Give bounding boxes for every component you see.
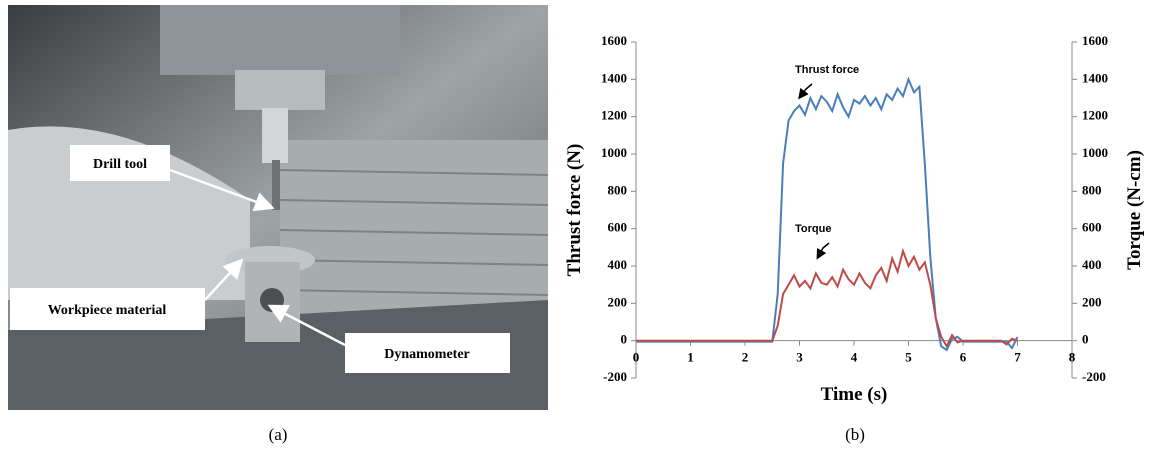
photo-label: Workpiece material: [48, 303, 167, 318]
x-tick-label: 7: [1014, 350, 1021, 365]
caption: (b): [845, 425, 865, 444]
y-tick-label: 1600: [601, 33, 627, 48]
y2-tick-label: 1400: [1082, 70, 1108, 85]
data-line: [636, 76, 1019, 352]
y-tick-label: 200: [608, 294, 628, 309]
y-tick-label: 1000: [601, 145, 627, 160]
y2-tick-label: 1600: [1082, 33, 1108, 48]
x-axis-title: Time (s): [821, 384, 888, 405]
y-tick-label: 600: [608, 220, 628, 235]
y-tick-label: 400: [608, 257, 628, 272]
x-tick-label: 6: [960, 350, 967, 365]
y-tick-label: 1200: [601, 108, 627, 123]
y-tick-label: 0: [621, 332, 628, 347]
x-tick-label: 2: [742, 350, 749, 365]
x-tick-label: 1: [687, 350, 694, 365]
data-line: [636, 247, 1018, 349]
y-tick-label: -200: [603, 369, 627, 384]
y-axis-title: Thrust force (N): [564, 144, 585, 277]
y2-axis-title: Torque (N-cm): [1124, 150, 1145, 270]
annotation: Thrust force: [795, 64, 859, 76]
x-tick-label: 3: [796, 350, 803, 365]
photo-label: Drill tool: [93, 157, 147, 172]
chart: -20002004006008001000120014001600-200020…: [564, 33, 1145, 405]
photo-label: Dynamometer: [384, 347, 470, 362]
y-tick-label: 1400: [601, 70, 627, 85]
y2-tick-label: 400: [1082, 257, 1102, 272]
x-tick-label: 8: [1069, 350, 1076, 365]
annotation-arrow: [798, 83, 813, 100]
y2-tick-label: 200: [1082, 294, 1102, 309]
y2-tick-label: 0: [1082, 332, 1089, 347]
y2-tick-label: -200: [1082, 369, 1106, 384]
y-tick-label: 800: [608, 182, 628, 197]
photo: Drill tool Workpiece material Dynamomete…: [8, 5, 549, 410]
y2-tick-label: 1000: [1082, 145, 1108, 160]
caption: (a): [269, 425, 288, 444]
x-tick-label: 4: [851, 350, 858, 365]
x-tick-label: 5: [905, 350, 912, 365]
annotation: Torque: [795, 223, 831, 235]
annotation-arrow: [816, 242, 830, 260]
y2-tick-label: 800: [1082, 182, 1102, 197]
x-tick-label: 0: [633, 350, 640, 365]
y2-tick-label: 1200: [1082, 108, 1108, 123]
y2-tick-label: 600: [1082, 220, 1102, 235]
